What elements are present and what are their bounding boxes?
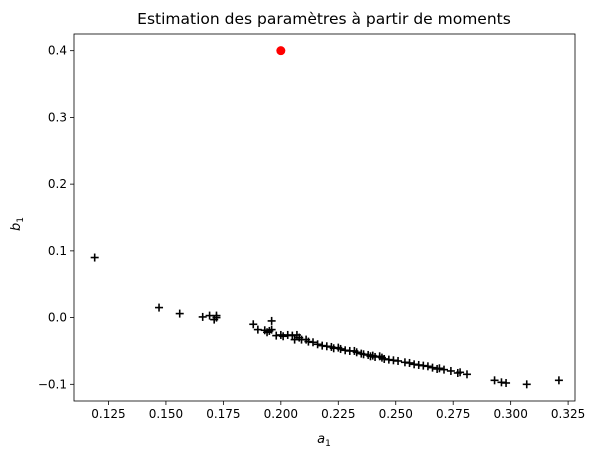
x-axis-label-sub: 1 [325, 439, 331, 449]
data-point [440, 365, 449, 374]
y-tick-label: 0.1 [48, 244, 67, 258]
data-points [90, 46, 563, 389]
data-point [175, 309, 184, 318]
data-point [490, 376, 499, 385]
data-point [352, 348, 361, 357]
data-point [155, 303, 164, 312]
y-axis-label-base: b [9, 223, 24, 231]
data-point [456, 368, 465, 377]
y-axis: −0.1 0.0 0.1 0.2 0.3 0.4 [38, 44, 74, 391]
data-point [249, 320, 258, 329]
x-tick-label: 0.175 [206, 407, 240, 421]
y-axis-label: b1 [9, 217, 26, 231]
data-point [435, 364, 444, 373]
data-point [522, 380, 531, 389]
x-tick-label: 0.325 [551, 407, 585, 421]
data-point [267, 316, 276, 325]
data-point [212, 311, 221, 320]
data-point [446, 366, 455, 375]
y-tick-label: 0.0 [48, 311, 67, 325]
x-axis: 0.125 0.150 0.175 0.200 0.225 0.250 0.275 0.300… [91, 401, 585, 421]
x-tick-label: 0.275 [436, 407, 470, 421]
data-point [336, 344, 345, 353]
chart-title: Estimation des paramètres à partir de mo… [137, 10, 511, 28]
data-point [309, 338, 318, 347]
y-axis-label-sub: 1 [16, 217, 26, 223]
plot-area [73, 33, 576, 402]
x-axis-label: a1 [317, 432, 331, 449]
data-point [90, 253, 99, 262]
x-tick-label: 0.200 [264, 407, 298, 421]
x-axis-label-base: a [317, 432, 325, 447]
true-parameter-point [276, 46, 286, 56]
data-point [253, 325, 262, 334]
data-point [554, 376, 563, 385]
x-tick-label: 0.125 [91, 407, 125, 421]
x-tick-label: 0.225 [321, 407, 355, 421]
x-tick-label: 0.150 [149, 407, 183, 421]
data-point [313, 340, 322, 349]
y-tick-label: −0.1 [38, 377, 67, 391]
data-point [279, 332, 288, 341]
x-tick-label: 0.300 [493, 407, 527, 421]
data-point [423, 362, 432, 371]
x-tick-label: 0.250 [379, 407, 413, 421]
data-point [205, 311, 214, 320]
data-point [405, 358, 414, 367]
plot-frame [73, 33, 576, 402]
data-point [198, 312, 207, 321]
data-point [290, 335, 299, 344]
data-point [428, 363, 437, 372]
y-tick-label: 0.4 [48, 44, 67, 58]
data-point [502, 378, 511, 387]
data-point [462, 370, 471, 379]
y-tick-label: 0.2 [48, 177, 67, 191]
data-point [394, 356, 403, 365]
data-point [267, 325, 276, 334]
y-tick-label: 0.3 [48, 110, 67, 124]
